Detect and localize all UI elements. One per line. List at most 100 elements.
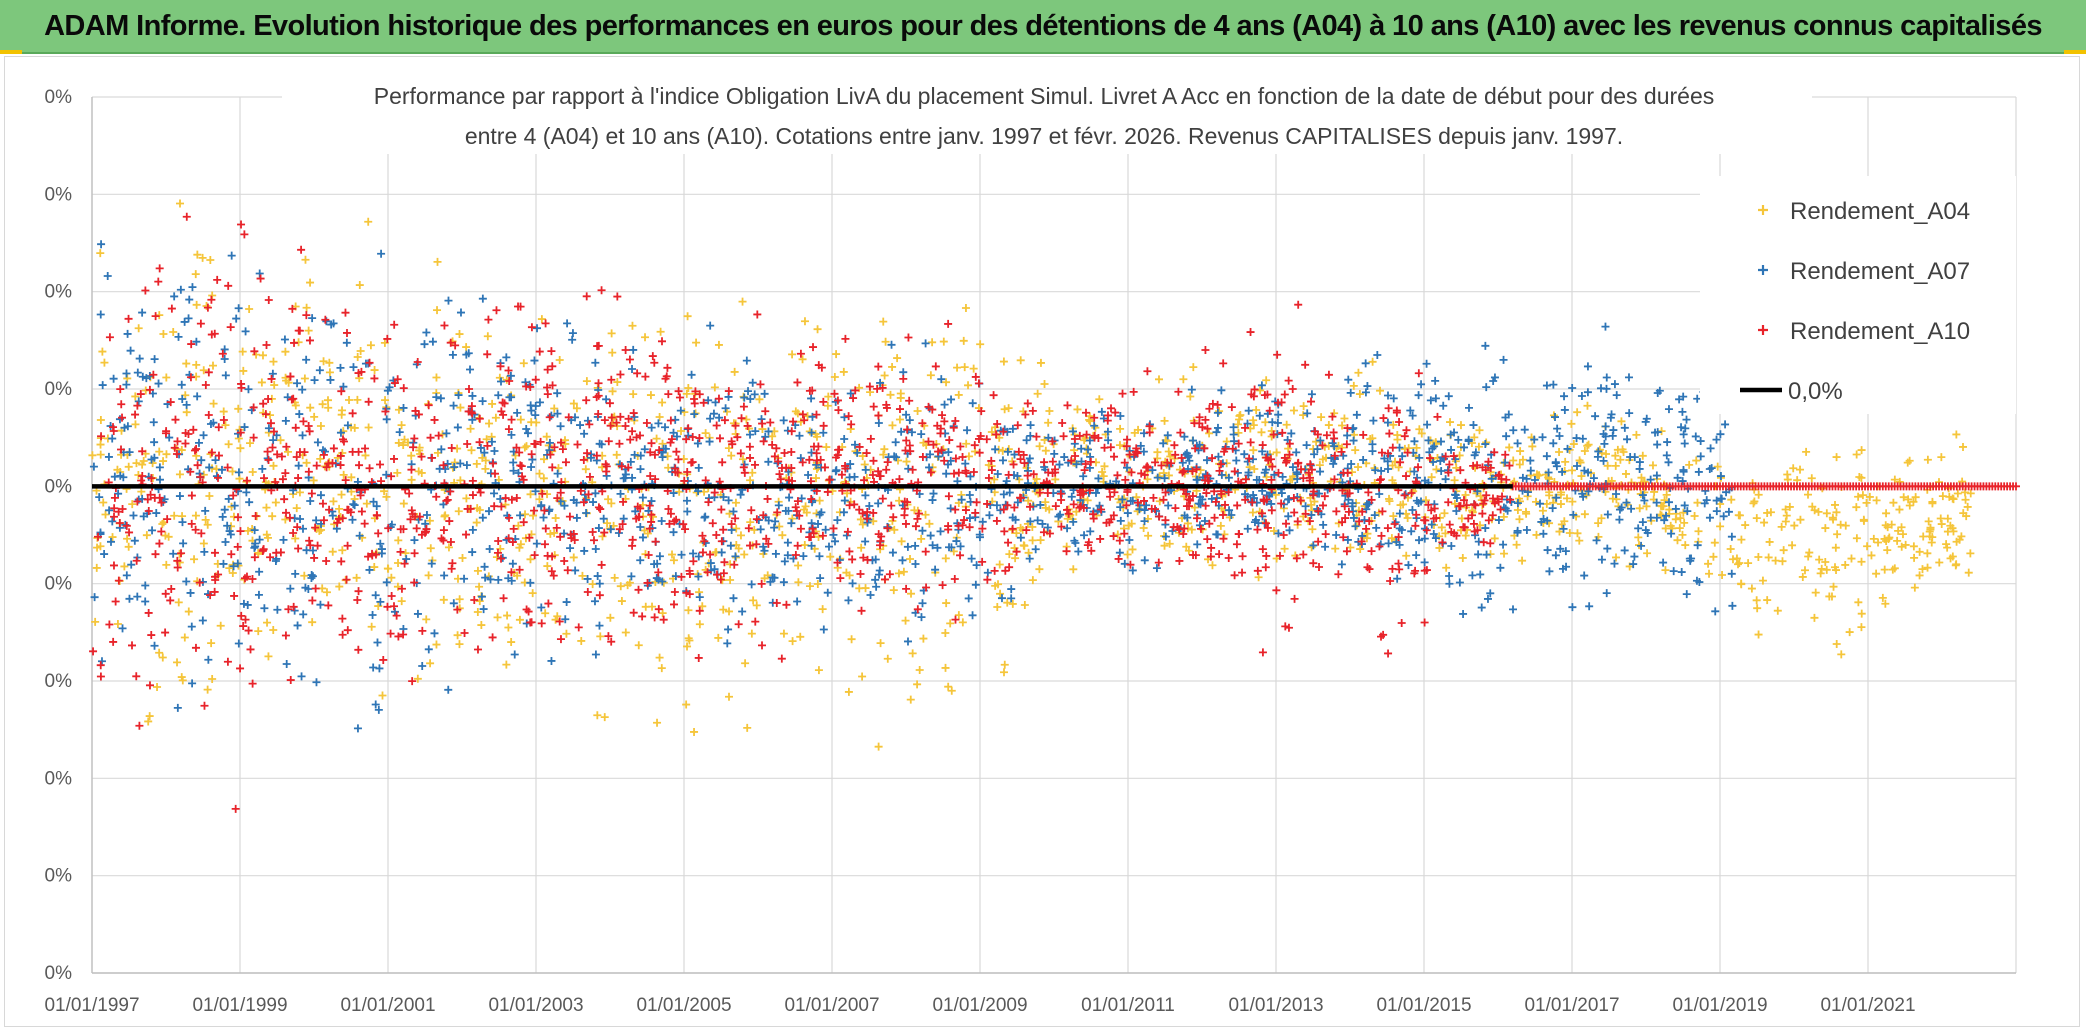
- point-a04: [690, 727, 699, 736]
- point-a07: [831, 467, 840, 476]
- point-a10: [670, 600, 679, 609]
- point-a07: [227, 251, 236, 260]
- point-a07: [382, 415, 391, 424]
- point-a10: [774, 457, 783, 466]
- point-a10: [856, 570, 865, 579]
- point-a10: [882, 465, 891, 474]
- point-a10: [654, 605, 663, 614]
- point-a04: [216, 621, 225, 630]
- point-a04: [1476, 521, 1485, 530]
- point-a10: [1171, 450, 1180, 459]
- point-a10: [186, 373, 195, 382]
- point-a04: [496, 544, 505, 553]
- point-a04: [1134, 425, 1143, 434]
- point-a04: [1945, 492, 1954, 501]
- point-a04: [302, 458, 311, 467]
- point-a10: [1396, 458, 1405, 467]
- legend-label: Rendement_A04: [1790, 198, 1970, 225]
- point-a04: [1004, 404, 1013, 413]
- point-a07: [1406, 406, 1415, 415]
- point-a10: [1186, 496, 1195, 505]
- point-a04: [616, 582, 625, 591]
- point-a10: [236, 428, 245, 437]
- point-a07: [307, 574, 316, 583]
- point-a10: [304, 467, 313, 476]
- point-a10: [516, 461, 525, 470]
- point-a07: [704, 396, 713, 405]
- point-a10: [541, 524, 550, 533]
- point-a07: [509, 458, 518, 467]
- point-a04: [823, 401, 832, 410]
- point-a07: [107, 537, 115, 546]
- point-a10: [1211, 497, 1220, 506]
- point-a10: [956, 551, 965, 560]
- point-a10: [1425, 454, 1434, 463]
- point-a10: [595, 591, 604, 600]
- point-a10: [938, 411, 947, 420]
- point-a10: [1344, 507, 1353, 516]
- point-a10: [878, 494, 887, 503]
- point-a10: [260, 474, 269, 483]
- point-a04: [1233, 420, 1242, 429]
- point-a10: [527, 450, 536, 459]
- point-a04: [941, 628, 950, 637]
- point-a04: [1852, 450, 1861, 459]
- point-a10: [1203, 424, 1212, 433]
- point-a07: [1712, 507, 1721, 516]
- point-a10: [1294, 458, 1303, 467]
- point-a10: [1359, 430, 1368, 439]
- point-a04: [91, 617, 100, 626]
- point-a07: [861, 537, 870, 546]
- point-a07: [193, 392, 202, 401]
- point-a04: [941, 554, 950, 563]
- point-a04: [1841, 521, 1850, 530]
- point-a07: [1655, 386, 1664, 395]
- point-a04: [1518, 556, 1527, 565]
- point-a10: [613, 292, 622, 301]
- point-a07: [123, 329, 132, 338]
- point-a10: [550, 443, 559, 452]
- point-a10: [116, 385, 125, 394]
- point-a10: [1319, 501, 1328, 510]
- point-a07: [1348, 502, 1357, 511]
- point-a10: [607, 413, 616, 422]
- point-a10: [306, 541, 315, 550]
- point-a10: [1105, 518, 1114, 527]
- point-a04: [869, 517, 878, 526]
- point-a10: [673, 468, 682, 477]
- point-a07: [422, 510, 431, 519]
- point-a07: [956, 542, 965, 551]
- point-a07: [95, 493, 104, 502]
- point-a07: [1583, 388, 1592, 397]
- point-a07: [764, 427, 773, 436]
- point-a04: [113, 465, 122, 474]
- point-a10: [516, 302, 525, 311]
- point-a07: [1468, 571, 1477, 580]
- point-a07: [1610, 559, 1619, 568]
- point-a07: [1339, 451, 1348, 460]
- point-a04: [1028, 522, 1037, 531]
- point-a07: [114, 489, 123, 498]
- point-a07: [676, 406, 685, 415]
- point-a04: [876, 639, 885, 648]
- point-a10: [1032, 432, 1041, 441]
- point-a07: [1420, 558, 1429, 567]
- point-a10: [384, 524, 393, 533]
- point-a10: [509, 524, 518, 533]
- point-a04: [880, 371, 889, 380]
- point-a07: [1499, 355, 1508, 364]
- point-a04: [813, 580, 822, 589]
- point-a10: [849, 394, 858, 403]
- point-a04: [477, 621, 486, 630]
- point-a10: [698, 531, 707, 540]
- point-a04: [1128, 545, 1137, 554]
- point-a10: [1334, 570, 1343, 579]
- point-a04: [879, 450, 888, 459]
- point-a04: [1532, 497, 1541, 506]
- point-a07: [1346, 388, 1355, 397]
- point-a10: [166, 596, 175, 605]
- point-a04: [1515, 460, 1524, 469]
- point-a07: [178, 394, 187, 403]
- point-a04: [309, 476, 318, 485]
- point-a10: [1192, 465, 1201, 474]
